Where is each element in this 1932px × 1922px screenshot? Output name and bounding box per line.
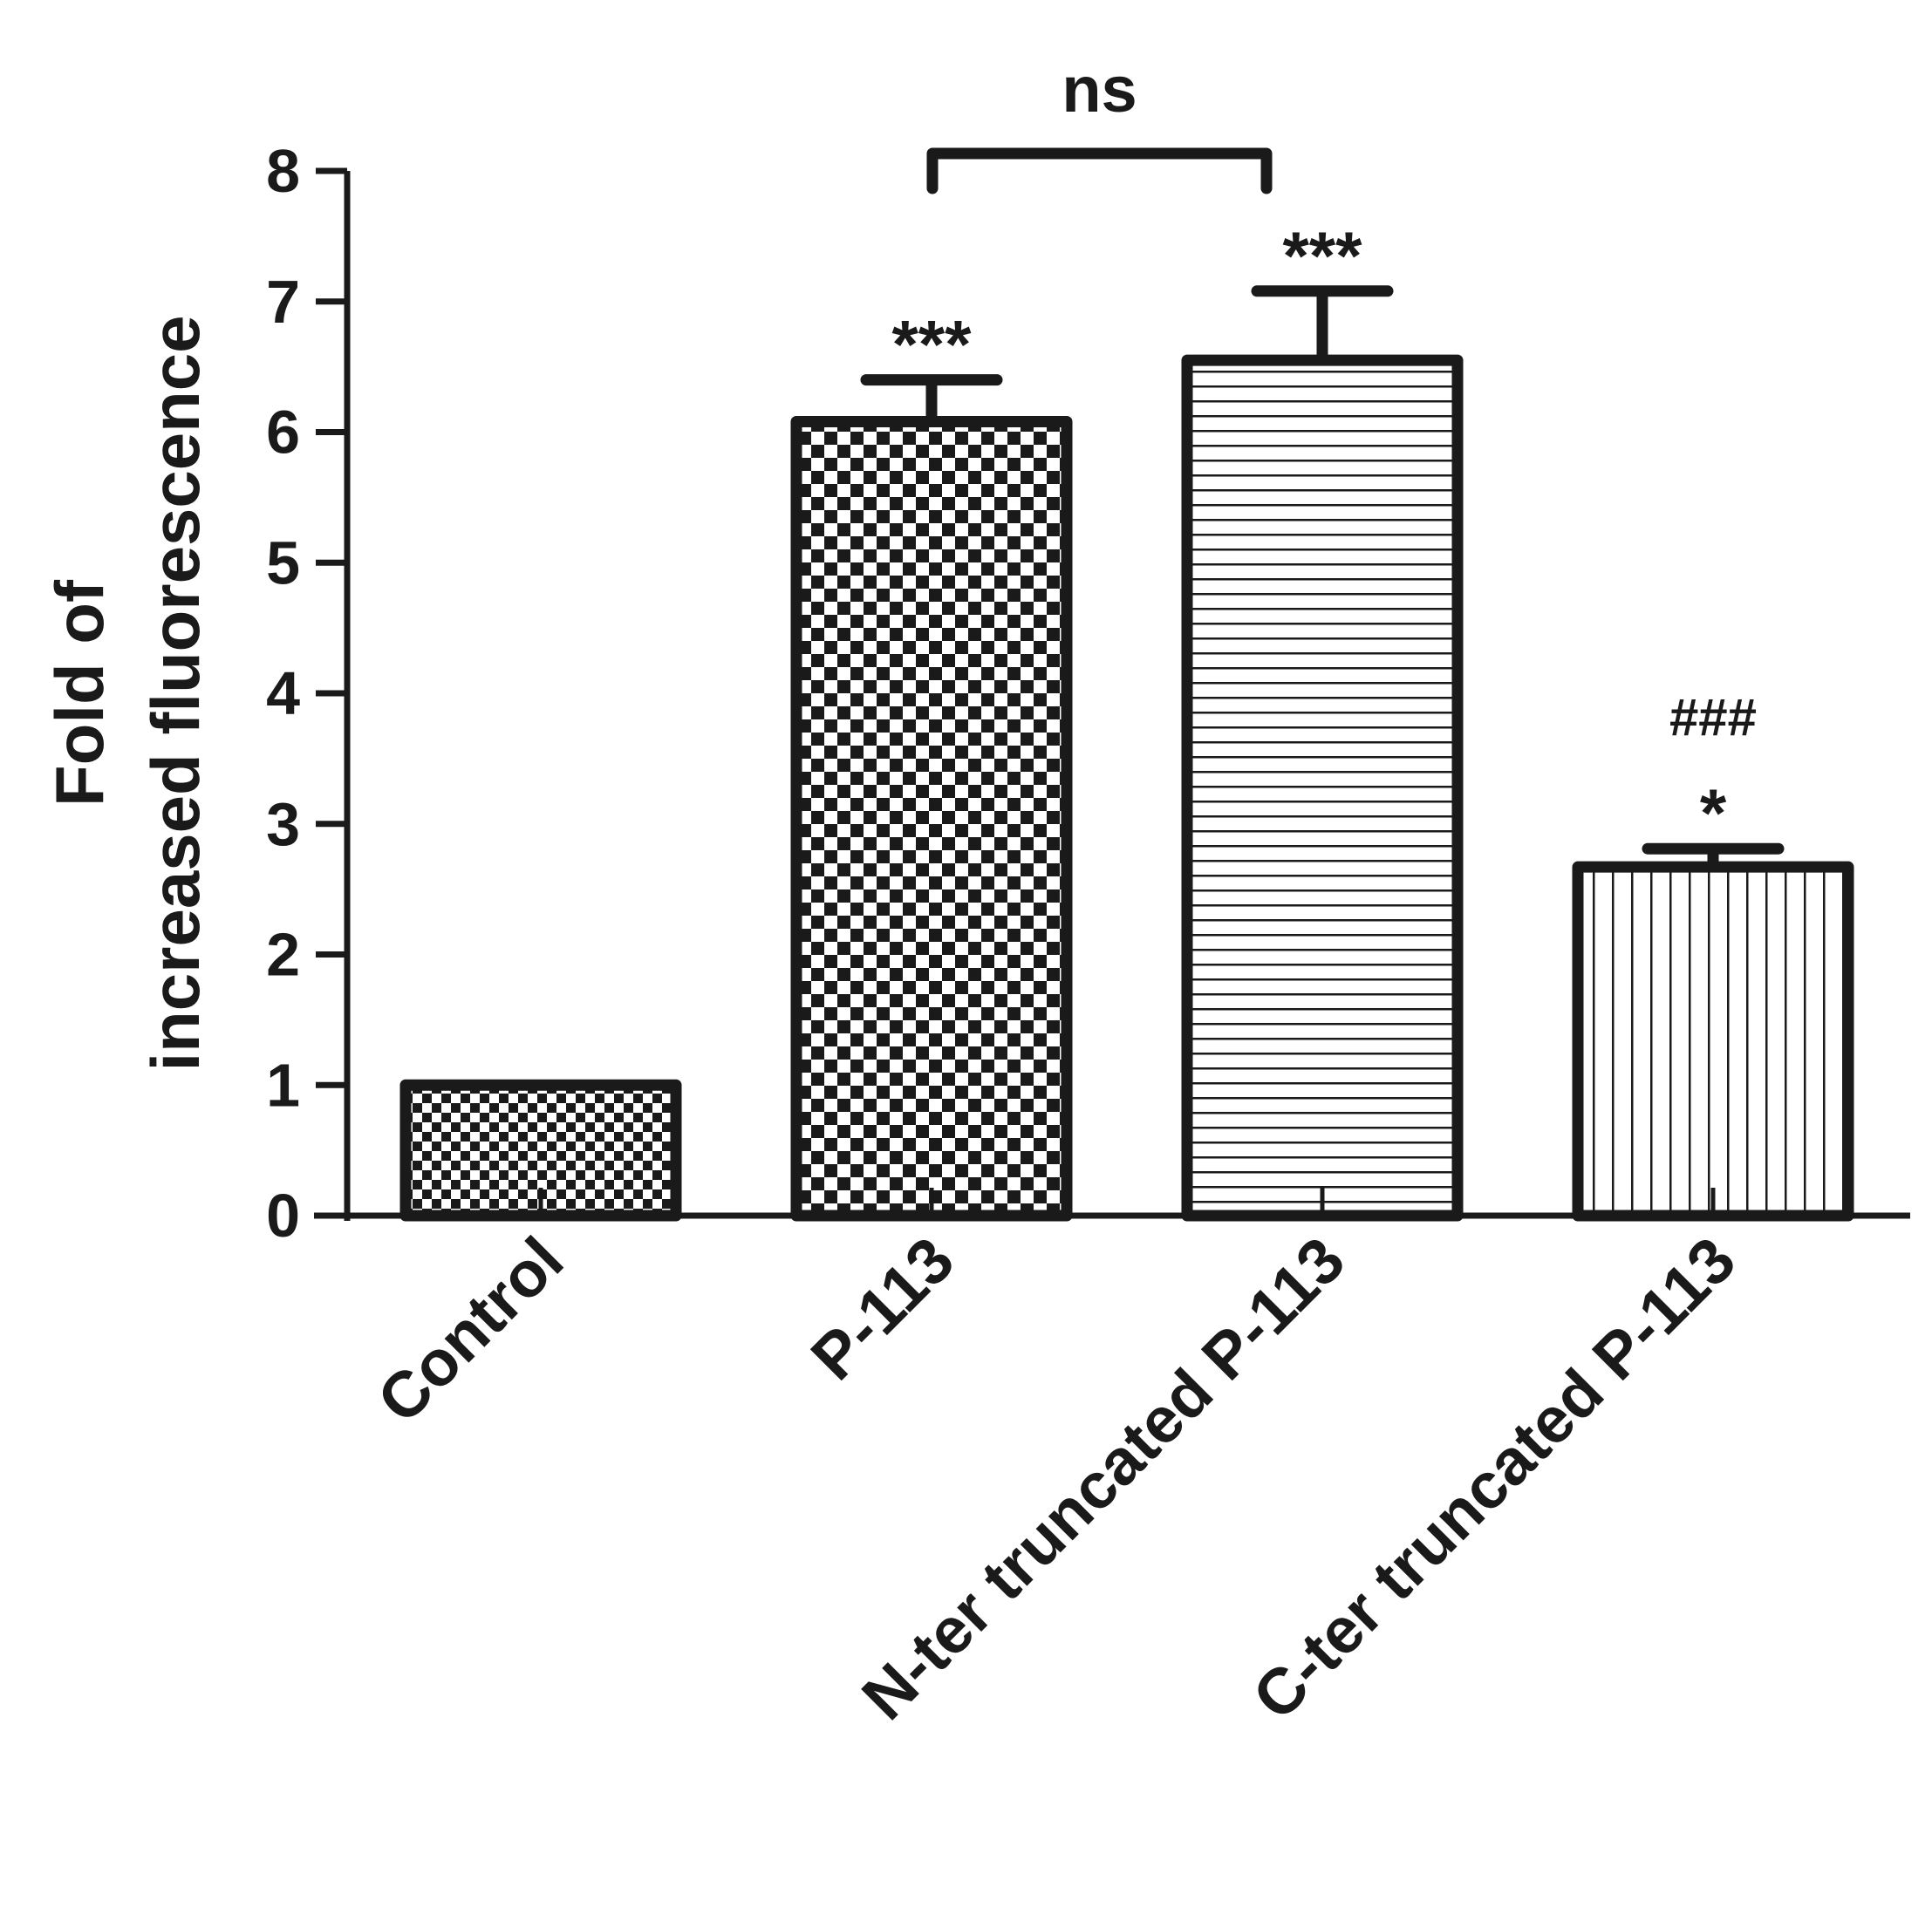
y-tick-label-5: 5 bbox=[266, 528, 300, 596]
secondary-significance-marker-4: ### bbox=[1669, 688, 1757, 746]
y-tick-label-7: 7 bbox=[266, 268, 300, 336]
y-tick-label-0: 0 bbox=[266, 1182, 300, 1250]
y-axis-label-line-1: Fold of bbox=[41, 579, 118, 807]
significance-marker-3: *** bbox=[1282, 217, 1362, 294]
y-tick-label-1: 1 bbox=[266, 1051, 300, 1119]
comparison-bracket bbox=[926, 147, 1273, 194]
significance-marker-2: *** bbox=[891, 306, 972, 383]
y-tick-label-2: 2 bbox=[266, 921, 300, 989]
bar-4 bbox=[1572, 861, 1854, 1222]
category-label-1: Control bbox=[364, 1223, 577, 1437]
bars-layer bbox=[399, 285, 1854, 1222]
y-tick-label-4: 4 bbox=[266, 659, 300, 727]
y-tick-label-8: 8 bbox=[266, 137, 300, 205]
category-label-2: P-113 bbox=[797, 1223, 967, 1394]
annotations-layer: *******###ns bbox=[891, 53, 1757, 851]
bracket-label: ns bbox=[1062, 53, 1137, 126]
y-axis-label-line-2: increased fluorescence bbox=[137, 315, 214, 1071]
bar-3 bbox=[1181, 354, 1464, 1222]
y-tick-label-6: 6 bbox=[266, 399, 300, 467]
y-tick-label-3: 3 bbox=[266, 790, 300, 858]
bar-2 bbox=[790, 416, 1073, 1222]
significance-marker-4: * bbox=[1700, 774, 1727, 851]
